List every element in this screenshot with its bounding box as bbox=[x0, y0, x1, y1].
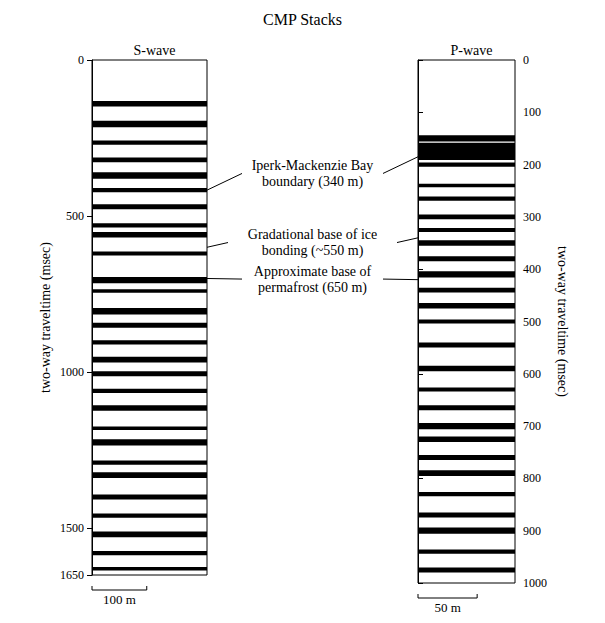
svg-text:Approximate base of: Approximate base of bbox=[254, 264, 372, 279]
svg-text:100 m: 100 m bbox=[103, 592, 136, 607]
svg-text:two-way traveltime (msec): two-way traveltime (msec) bbox=[554, 246, 570, 397]
svg-text:600: 600 bbox=[523, 367, 541, 381]
svg-text:50 m: 50 m bbox=[434, 600, 460, 615]
svg-text:100: 100 bbox=[523, 105, 541, 119]
svg-text:S-wave: S-wave bbox=[134, 43, 176, 58]
svg-text:1000: 1000 bbox=[523, 576, 547, 590]
svg-text:200: 200 bbox=[523, 158, 541, 172]
svg-text:800: 800 bbox=[523, 471, 541, 485]
svg-text:permafrost (650 m): permafrost (650 m) bbox=[258, 280, 367, 296]
svg-text:Iperk-Mackenzie Bay: Iperk-Mackenzie Bay bbox=[252, 158, 374, 173]
svg-text:0: 0 bbox=[523, 53, 529, 67]
svg-text:500: 500 bbox=[66, 209, 84, 223]
svg-text:0: 0 bbox=[78, 53, 84, 67]
svg-text:boundary (340 m): boundary (340 m) bbox=[262, 174, 363, 190]
svg-text:CMP Stacks: CMP Stacks bbox=[263, 11, 342, 28]
svg-text:two-way traveltime (msec): two-way traveltime (msec) bbox=[38, 242, 54, 393]
svg-text:500: 500 bbox=[523, 315, 541, 329]
svg-text:400: 400 bbox=[523, 262, 541, 276]
svg-text:300: 300 bbox=[523, 210, 541, 224]
svg-text:1500: 1500 bbox=[60, 521, 84, 535]
svg-text:Gradational base of ice: Gradational base of ice bbox=[248, 227, 377, 242]
svg-text:700: 700 bbox=[523, 419, 541, 433]
svg-text:1000: 1000 bbox=[60, 365, 84, 379]
svg-text:1650: 1650 bbox=[60, 568, 84, 582]
svg-text:900: 900 bbox=[523, 524, 541, 538]
svg-text:P-wave: P-wave bbox=[451, 43, 493, 58]
svg-text:bonding (~550 m): bonding (~550 m) bbox=[262, 243, 364, 259]
